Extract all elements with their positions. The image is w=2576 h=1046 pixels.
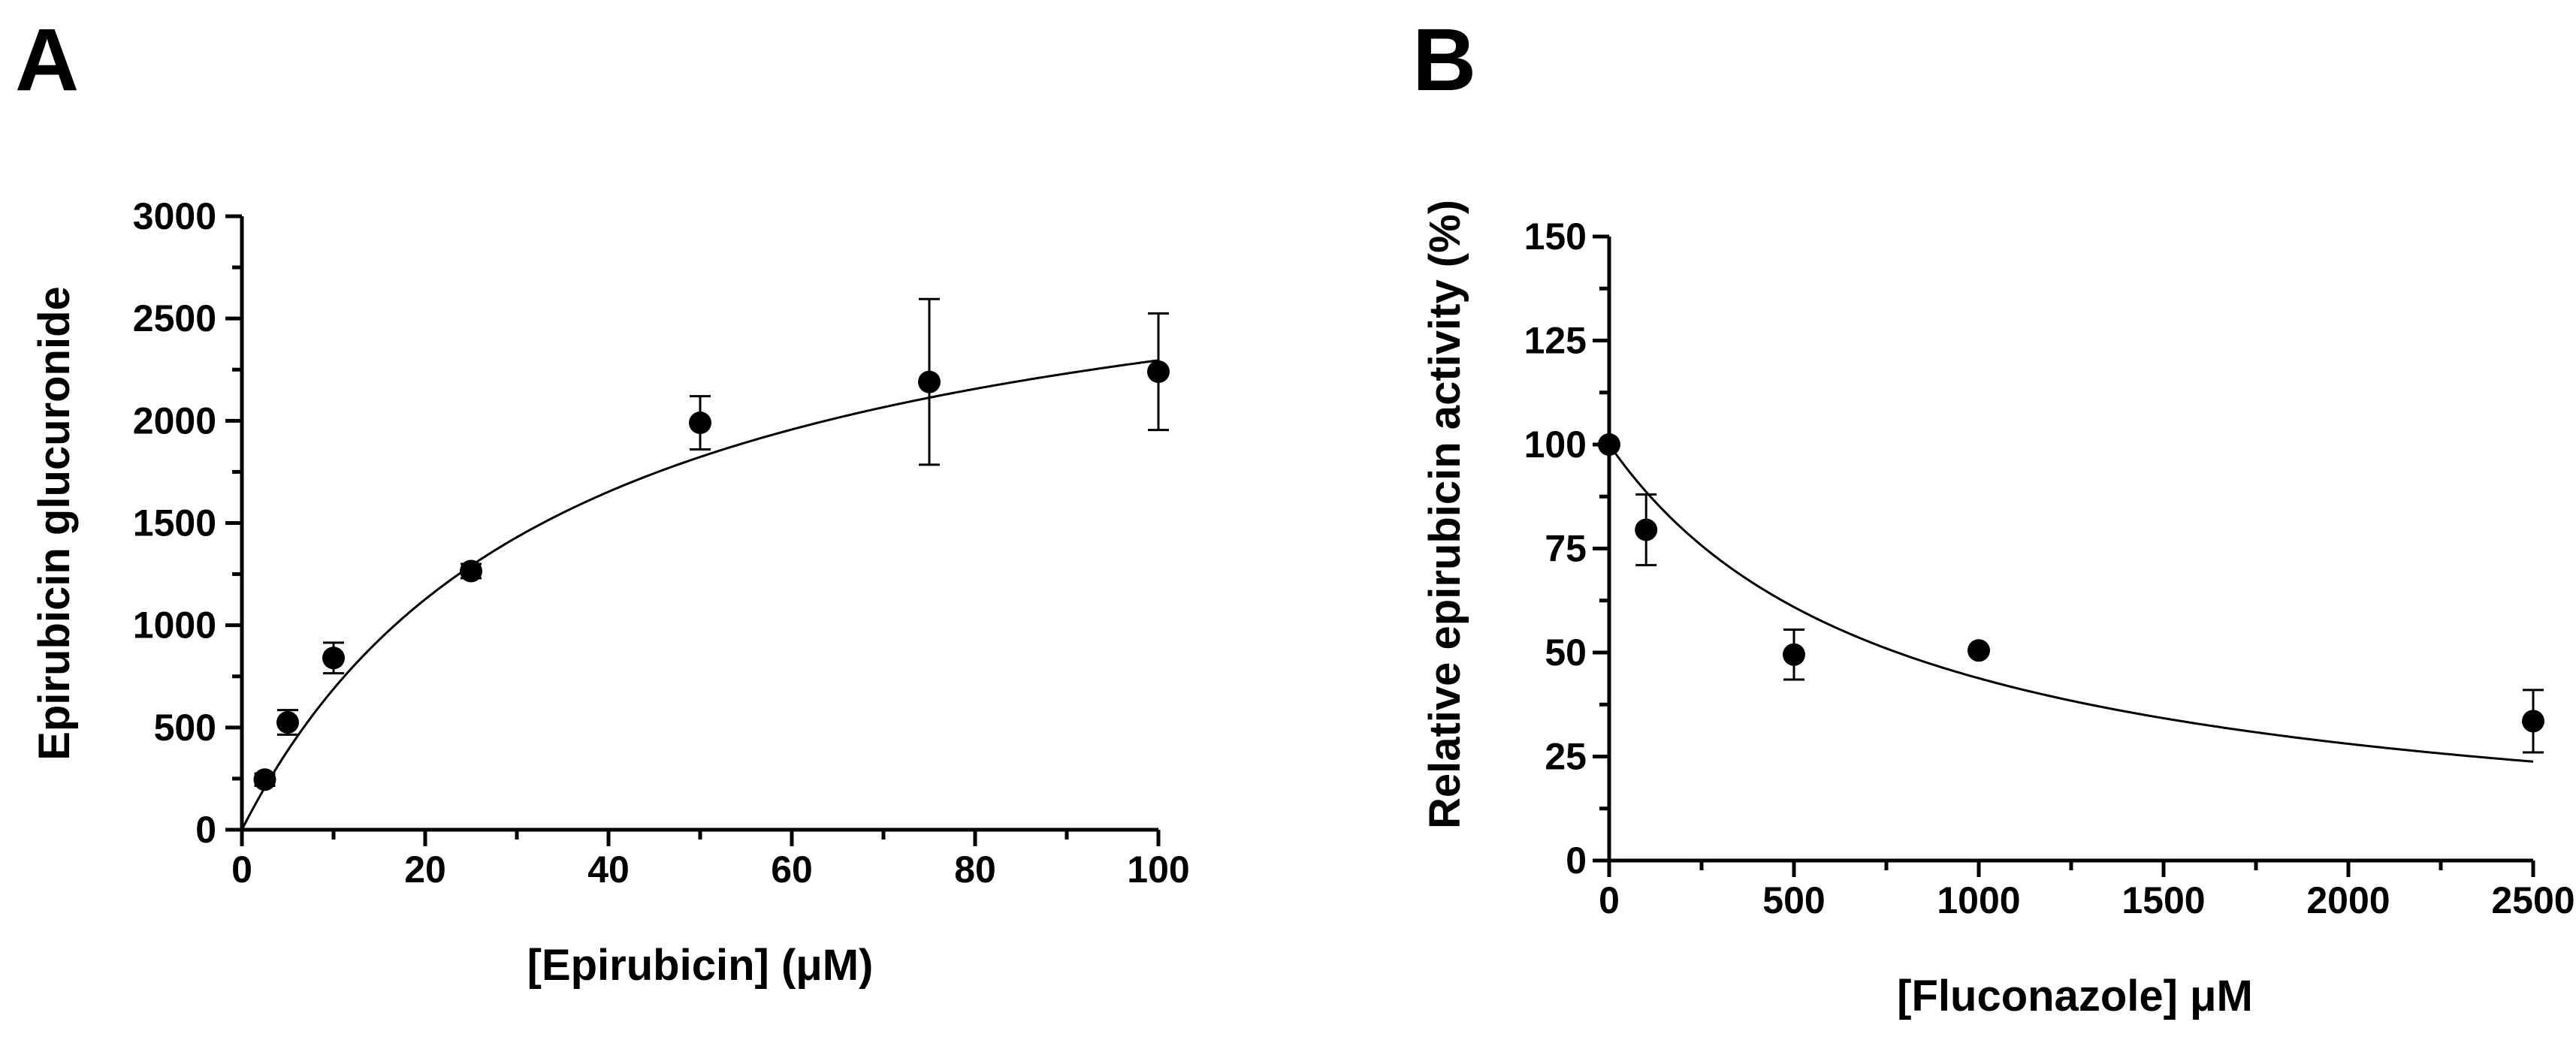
panel-a-major-ticks — [225, 214, 1161, 846]
x-tick-label: 0 — [231, 849, 252, 891]
x-tick-label: 2000 — [2306, 879, 2390, 921]
x-tick-label: 1500 — [2122, 879, 2205, 921]
y-tick-label: 25 — [1545, 736, 1587, 778]
y-tick-label: 2000 — [133, 399, 216, 442]
panel-a-label: A — [15, 11, 79, 110]
data-point — [689, 411, 711, 435]
data-point — [1598, 433, 1620, 456]
y-tick-label: 100 — [1524, 424, 1587, 466]
panel-b-error-bars — [1635, 493, 2544, 754]
y-tick-label: 0 — [195, 809, 216, 851]
panel-b-x-axis-title: [Fluconazole] μM — [1897, 972, 2253, 1020]
x-tick-label: 40 — [587, 849, 630, 891]
data-point — [918, 370, 941, 393]
y-tick-label: 3000 — [133, 195, 216, 237]
y-tick-label: 1500 — [133, 502, 216, 544]
y-tick-label: 75 — [1545, 528, 1587, 570]
y-tick-label: 0 — [1566, 840, 1587, 882]
panel-a-error-bars — [254, 297, 1169, 787]
y-tick-label: 150 — [1524, 216, 1587, 258]
data-point — [1967, 639, 1990, 662]
x-tick-label: 80 — [954, 849, 996, 891]
panel-a-y-axis-title: Epirubicin glucuronide — [30, 286, 79, 761]
x-tick-label: 0 — [1599, 879, 1620, 921]
panel-a-x-tick-labels: 0 20 40 60 80 100 — [231, 849, 1190, 891]
y-tick-label: 1000 — [133, 604, 216, 647]
panel-a-fit-curve — [240, 359, 1159, 830]
data-point — [276, 711, 299, 734]
panel-b-y-axis-title: Relative epirubicin activity (%) — [1421, 200, 1469, 829]
panel-b-label: B — [1412, 11, 1476, 110]
x-tick-label: 500 — [1762, 879, 1825, 921]
y-tick-label: 500 — [154, 707, 216, 749]
x-tick-label: 2500 — [2491, 879, 2574, 921]
panel-b-minor-ticks — [1599, 286, 2443, 870]
panel-a-data-points — [253, 360, 1170, 791]
panel-b-x-tick-labels: 0 500 1000 1500 2000 2500 — [1599, 879, 2575, 921]
y-tick-label: 125 — [1524, 320, 1587, 362]
x-tick-label: 60 — [771, 849, 813, 891]
data-point — [253, 768, 276, 791]
data-point — [1635, 518, 1658, 541]
panel-a-x-axis-title: [Epirubicin] (μM) — [527, 941, 874, 990]
x-tick-label: 1000 — [1937, 879, 2020, 921]
data-point — [1783, 643, 1805, 666]
y-tick-label: 50 — [1545, 632, 1587, 674]
panel-b-y-tick-labels: 0 25 50 75 100 125 150 — [1524, 216, 1587, 882]
panel-b-major-ticks — [1593, 234, 2535, 877]
panel-a-y-tick-labels: 0 500 1000 1500 2000 2500 3000 — [133, 195, 216, 851]
panel-b-data-points — [1598, 433, 2544, 733]
data-point — [2522, 710, 2544, 733]
data-point — [1147, 360, 1170, 383]
data-point — [322, 647, 345, 670]
y-tick-label: 2500 — [133, 297, 216, 339]
panel-a-minor-ticks — [232, 265, 1069, 840]
panel-a-chart: A 0 20 40 60 80 100 050010001500200025003000 … — [15, 11, 1190, 990]
data-point — [460, 559, 482, 583]
panel-b-fit-curve — [1608, 444, 2534, 763]
panel-b-chart: B 0 500 1000 1500 2000 2500 0255075100125150 … — [1412, 11, 2575, 1020]
x-tick-label: 100 — [1127, 849, 1189, 891]
x-tick-label: 20 — [404, 849, 446, 891]
